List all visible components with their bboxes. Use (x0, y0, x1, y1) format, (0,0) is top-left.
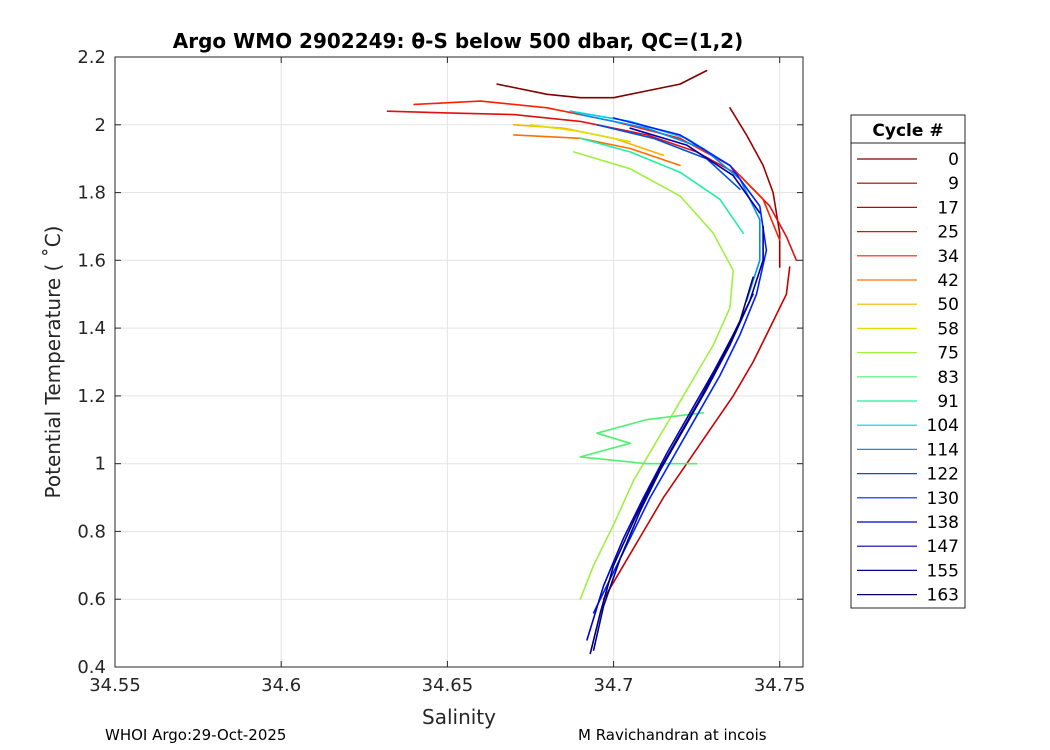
legend-label-114: 114 (927, 440, 959, 460)
y-tick-label: 1.2 (77, 386, 106, 407)
series-lines (386, 69, 798, 655)
legend-label-163: 163 (927, 586, 959, 606)
legend: Cycle # 0 9 17 25 34 42 50 58 75 83 91 104 114 122 130… (850, 114, 966, 609)
series-line-cycle-147 (629, 127, 761, 214)
series-line-cycle-130 (592, 117, 768, 614)
x-tick-label: 34.7 (594, 675, 634, 696)
legend-label-58: 58 (937, 319, 959, 339)
footer-left-credit: WHOI Argo:29-Oct-2025 (105, 726, 287, 744)
plot-frame (114, 56, 804, 668)
legend-box (850, 114, 966, 609)
legend-label-104: 104 (927, 416, 959, 436)
series-line-cycle-17 (602, 266, 791, 601)
x-tick-label: 34.6 (261, 675, 301, 696)
legend-label-34: 34 (937, 247, 959, 267)
y-tick-label: 0.6 (77, 589, 106, 610)
series-line-cycle-75 (572, 151, 735, 601)
y-tick-label: 1 (95, 454, 106, 475)
series-line-cycle-34 (413, 100, 781, 241)
y-axis-label: Potential Temperature ( ˚C) (41, 226, 65, 499)
legend-title: Cycle # (872, 121, 943, 141)
legend-label-122: 122 (927, 465, 959, 485)
legend-label-50: 50 (937, 295, 959, 315)
legend-label-155: 155 (927, 561, 959, 581)
x-tick-label: 34.75 (754, 675, 806, 696)
y-tick-label: 0.8 (77, 521, 106, 542)
chart-title: Argo WMO 2902249: θ-S below 500 dbar, QC… (173, 29, 743, 53)
series-line-cycle-163 (589, 276, 754, 655)
y-tick-label: 2.2 (77, 47, 106, 68)
y-tick-label: 2 (95, 115, 106, 136)
plot-area (115, 57, 803, 667)
legend-label-0: 0 (948, 150, 959, 170)
y-tick-label: 1.8 (77, 183, 106, 204)
y-tick-label: 1.4 (77, 318, 106, 339)
x-tick-label: 34.55 (89, 675, 141, 696)
axis-ticks: 34.55 34.6 34.65 34.7 34.75 0.4 0.6 0.8 1 1.2 1.4 1… (77, 47, 805, 696)
y-tick-label: 0.4 (77, 657, 106, 678)
x-tick-label: 34.65 (422, 675, 474, 696)
series-line-cycle-58 (529, 124, 632, 143)
legend-label-147: 147 (927, 537, 959, 557)
legend-label-17: 17 (937, 198, 959, 218)
series-line-cycle-91 (579, 137, 745, 234)
series-line-cycle-42 (512, 134, 681, 167)
legend-label-9: 9 (948, 174, 959, 194)
y-tick-label: 1.6 (77, 250, 106, 271)
series-line-cycle-0 (496, 69, 708, 99)
series-line-cycle-83 (579, 411, 705, 465)
legend-label-42: 42 (937, 271, 959, 291)
footer-right-credit: M Ravichandran at incois (578, 726, 767, 744)
series-line-cycle-122 (596, 124, 741, 190)
legend-label-75: 75 (937, 344, 959, 364)
legend-label-83: 83 (937, 368, 959, 388)
legend-label-130: 130 (927, 489, 959, 509)
legend-items: 0 9 17 25 34 42 50 58 75 83 91 104 114 122 130 138 147 15… (857, 150, 959, 606)
legend-label-91: 91 (937, 392, 959, 412)
legend-label-25: 25 (937, 223, 959, 243)
legend-label-138: 138 (927, 513, 959, 533)
series-line-cycle-25 (386, 110, 798, 262)
x-axis-label: Salinity (422, 705, 496, 729)
